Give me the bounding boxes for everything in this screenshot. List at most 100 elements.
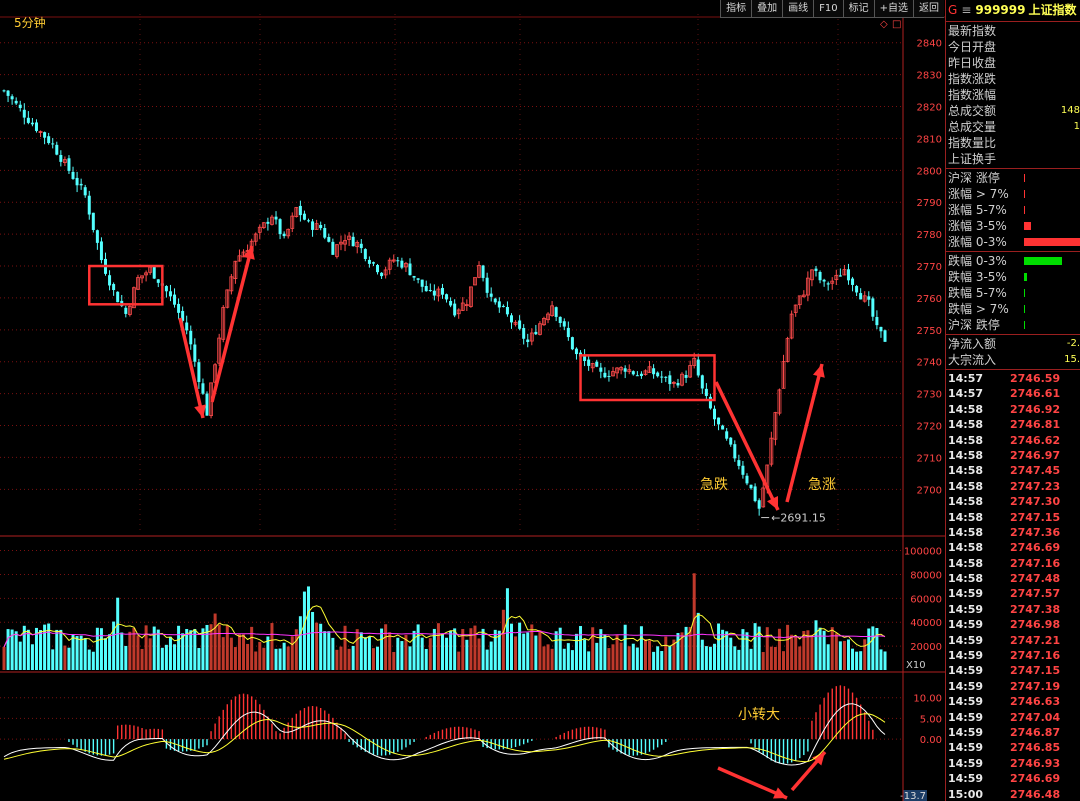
volume-bar-up <box>782 651 786 670</box>
volume-bar-up <box>290 636 294 670</box>
volume-bar-down <box>424 648 428 670</box>
candle-down <box>676 382 680 386</box>
candle-down <box>883 330 887 342</box>
volume-bar-down <box>652 651 656 670</box>
volume-bar-up <box>384 624 388 670</box>
volume-bar-up <box>680 632 684 670</box>
volume-bar-down <box>668 645 672 670</box>
candle-down <box>851 278 855 285</box>
volume-bar-down <box>725 631 729 670</box>
tick-time: 14:59 <box>948 679 984 693</box>
tick-price: 2746.81 <box>1010 418 1061 432</box>
volume-bar-up <box>777 628 781 670</box>
volume-bar-down <box>733 646 737 670</box>
breadth-bar <box>1024 305 1025 313</box>
price-tick-label: 2790 <box>917 198 942 209</box>
volume-bar-down <box>55 629 59 670</box>
volume-bar-up <box>830 627 834 670</box>
volume-bar-up <box>615 634 619 670</box>
candle-up <box>144 272 149 276</box>
breadth-label: 跌幅 > 7% <box>948 302 1009 316</box>
candle-up <box>233 260 238 280</box>
volume-bar-down <box>323 631 327 670</box>
tick-row: 14:58 2747.15 <box>946 510 1080 525</box>
candle-up <box>221 307 226 340</box>
volume-bar-down <box>311 611 315 670</box>
flow-row: 净流入额 -2. <box>946 336 1080 352</box>
toolbar-button[interactable]: 标记 <box>842 0 874 18</box>
volume-bar-down <box>505 588 509 670</box>
volume-bar-down <box>526 632 530 670</box>
candle-down <box>607 375 611 377</box>
breadth-row: 跌幅 3-5% <box>946 269 1080 285</box>
volume-bar-up <box>798 646 802 670</box>
candle-up <box>777 389 782 414</box>
volume-bar-down <box>104 638 107 670</box>
candle-down <box>558 316 562 323</box>
volume-bar-down <box>18 641 22 670</box>
volume-bar-down <box>47 623 51 670</box>
volume-bar-down <box>729 637 733 670</box>
tick-time: 14:59 <box>948 633 984 647</box>
volume-bar-down <box>570 650 574 670</box>
menu-icon[interactable]: ≡ <box>961 3 972 17</box>
candle-down <box>818 272 822 281</box>
candle-down <box>656 372 660 377</box>
volume-bar-down <box>67 647 71 670</box>
candle-down <box>47 136 51 144</box>
toolbar-button[interactable]: F10 <box>813 0 843 18</box>
volume-bar-down <box>867 628 871 670</box>
toolbar-button[interactable]: 指标 <box>720 0 752 18</box>
volume-bar-down <box>574 633 578 670</box>
candle-down <box>400 260 404 268</box>
candle-down <box>505 306 509 315</box>
candle-down <box>493 298 497 303</box>
candle-down <box>660 376 664 378</box>
volume-bar-up <box>225 625 229 670</box>
candle-up <box>261 222 266 228</box>
price-tick-label: 2760 <box>917 294 942 305</box>
volume-bar-down <box>112 621 116 670</box>
volume-bar-down <box>846 639 850 670</box>
candle-down <box>753 486 757 502</box>
toolbar-button[interactable]: 返回 <box>913 0 944 18</box>
volume-bar-up <box>140 648 144 670</box>
candle-up <box>513 321 518 325</box>
market-letter: G <box>948 3 958 17</box>
volume-bar-up <box>765 627 769 670</box>
tick-time: 14:58 <box>948 464 984 478</box>
volume-multiplier-label: X10 <box>906 660 926 671</box>
volume-bar-down <box>838 641 842 670</box>
candle-down <box>741 465 745 475</box>
tick-price: 2747.21 <box>1010 633 1061 647</box>
volume-bar-up <box>242 634 246 670</box>
candle-up <box>529 332 534 342</box>
tick-price: 2746.98 <box>1010 618 1061 632</box>
candle-up <box>834 275 839 281</box>
volume-bar-down <box>489 641 493 670</box>
volume-bar-up <box>794 637 798 670</box>
breadth-bar <box>1024 289 1025 297</box>
volume-bar-down <box>826 644 830 670</box>
candle-down <box>684 374 688 378</box>
tick-price: 2747.23 <box>1010 479 1061 493</box>
toolbar-button[interactable]: 画线 <box>782 0 814 18</box>
volume-bar-up <box>213 613 217 670</box>
tick-price: 2747.15 <box>1010 664 1061 678</box>
volume-bar-down <box>700 639 704 670</box>
macd-tick-label: 0.00 <box>920 735 942 746</box>
candle-down <box>631 371 635 375</box>
volume-bar-up <box>347 648 351 670</box>
volume-bar-down <box>193 628 197 670</box>
tick-price: 2746.97 <box>1010 448 1061 462</box>
candle-up <box>647 366 652 373</box>
candle-down <box>424 286 428 292</box>
volume-bar-up <box>790 634 794 670</box>
toolbar-button[interactable]: 叠加 <box>751 0 783 18</box>
volume-bar-up <box>773 646 777 670</box>
tick-row: 14:58 2747.45 <box>946 463 1080 478</box>
volume-bar-down <box>367 636 371 670</box>
toolbar-button[interactable]: +自选 <box>873 0 913 18</box>
candle-down <box>875 316 879 326</box>
